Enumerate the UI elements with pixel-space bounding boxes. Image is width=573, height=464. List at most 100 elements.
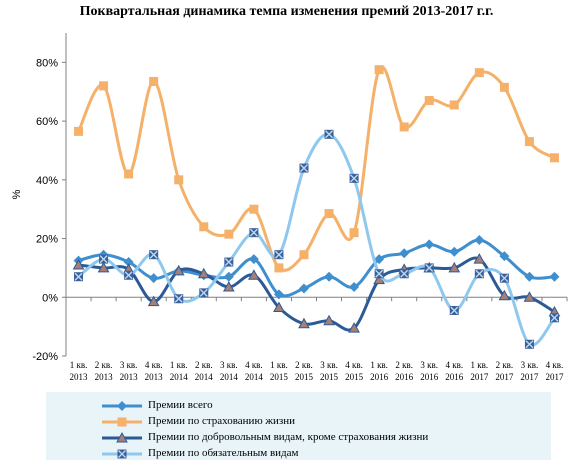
data-point	[374, 254, 385, 265]
data-point	[348, 322, 360, 333]
x-tick-label-year: 2014	[170, 372, 189, 382]
x-tick-label-quarter: 4 кв.	[445, 360, 463, 370]
data-point-cross	[199, 288, 208, 297]
y-tick-label: 20%	[36, 234, 58, 246]
x-tick-label-quarter: 3 кв.	[420, 360, 438, 370]
data-point	[149, 76, 159, 86]
data-point	[324, 209, 334, 219]
x-tick-label-quarter: 1 кв.	[70, 360, 88, 370]
data-point	[199, 222, 209, 232]
y-tick-label: 40%	[36, 175, 58, 187]
data-point-cross	[350, 174, 359, 183]
legend-swatch-marker	[116, 431, 128, 443]
x-tick-label-quarter: 2 кв.	[95, 360, 113, 370]
x-tick-label-quarter: 2 кв.	[195, 360, 213, 370]
data-point-cross	[450, 306, 459, 315]
x-tick-label-year: 2015	[320, 372, 339, 382]
x-tick-label-year: 2016	[420, 372, 439, 382]
x-tick-label-year: 2015	[345, 372, 364, 382]
data-point	[248, 254, 259, 265]
data-point	[172, 264, 185, 276]
legend-label: Премии по обязательным видам	[148, 447, 299, 459]
data-point	[374, 65, 384, 75]
data-point	[473, 253, 486, 264]
data-point	[249, 204, 259, 214]
legend-swatch-marker	[117, 401, 127, 411]
x-tick-label-year: 2014	[195, 372, 214, 382]
x-tick-label-year: 2016	[445, 372, 464, 382]
legend-entry: Премии по страхованию жизни	[46, 414, 551, 430]
legend-swatch	[102, 417, 142, 427]
data-point-cross	[500, 274, 509, 283]
data-point	[424, 96, 434, 106]
x-tick-label-quarter: 1 кв.	[170, 360, 188, 370]
data-point	[549, 153, 559, 163]
data-point	[224, 229, 234, 239]
data-point-cross	[99, 255, 108, 264]
series-2	[74, 65, 559, 273]
data-point	[299, 250, 309, 260]
data-point-cross	[525, 340, 534, 349]
data-point	[74, 126, 84, 136]
x-tick-label-year: 2013	[145, 372, 164, 382]
data-point-cross	[224, 258, 233, 267]
legend-swatch-marker	[117, 417, 127, 427]
data-point	[248, 269, 260, 280]
data-point	[223, 271, 234, 282]
y-tick-label: 0%	[42, 292, 58, 304]
x-tick-label-year: 2014	[220, 372, 239, 382]
x-tick-label-year: 2013	[120, 372, 139, 382]
legend-swatch	[102, 401, 142, 411]
data-point-cross	[299, 164, 308, 173]
data-point	[298, 283, 309, 294]
data-point-cross	[249, 228, 258, 237]
y-tick-label: 80%	[36, 57, 58, 69]
legend-swatch	[102, 431, 142, 443]
data-point	[274, 263, 284, 273]
data-point	[474, 68, 484, 78]
data-point-cross	[475, 269, 484, 278]
data-point	[474, 235, 485, 246]
data-point	[449, 246, 460, 257]
legend-entry: Премии по обязательным видам	[46, 446, 551, 462]
data-point	[523, 291, 536, 302]
series-4	[74, 129, 559, 349]
data-point-cross	[425, 263, 434, 272]
data-point-cross	[274, 250, 283, 259]
y-tick-label: -20%	[32, 351, 58, 363]
data-point	[499, 82, 509, 92]
data-point	[349, 228, 359, 238]
x-tick-label-quarter: 4 кв.	[145, 360, 163, 370]
data-point	[524, 137, 534, 147]
data-point-cross	[124, 271, 133, 280]
data-point-cross	[325, 130, 334, 139]
data-point	[349, 281, 360, 292]
x-tick-label-quarter: 2 кв.	[295, 360, 313, 370]
data-point	[273, 301, 285, 313]
data-point-cross	[375, 269, 384, 278]
data-point	[123, 257, 134, 268]
data-point	[174, 175, 184, 185]
chart-title: Поквартальная динамика темпа изменения п…	[79, 4, 494, 19]
x-tick-label-quarter: 1 кв.	[471, 360, 489, 370]
series-3	[72, 253, 561, 333]
x-tick-label-quarter: 2 кв.	[395, 360, 413, 370]
data-point	[399, 122, 409, 132]
x-tick-label-year: 2017	[470, 372, 489, 382]
data-point	[549, 271, 560, 282]
data-point-cross	[149, 250, 158, 259]
legend-entry: Премии по добровольным видам, кроме стра…	[46, 430, 551, 446]
legend: Премии всего Премии по страхованию жизни П…	[46, 392, 551, 460]
x-tick-label-year: 2015	[270, 372, 289, 382]
legend-label: Премии по добровольным видам, кроме стра…	[148, 431, 429, 443]
x-tick-label-year: 2014	[245, 372, 264, 382]
data-point	[72, 258, 85, 270]
x-tick-label-year: 2017	[495, 372, 514, 382]
legend-label: Премии по страхованию жизни	[148, 415, 296, 427]
x-tick-label-year: 2017	[545, 372, 564, 382]
data-point	[323, 314, 335, 326]
data-point	[99, 81, 109, 91]
data-point	[448, 261, 461, 273]
y-tick-label: 60%	[36, 116, 58, 128]
legend-label: Премии всего	[148, 399, 213, 411]
